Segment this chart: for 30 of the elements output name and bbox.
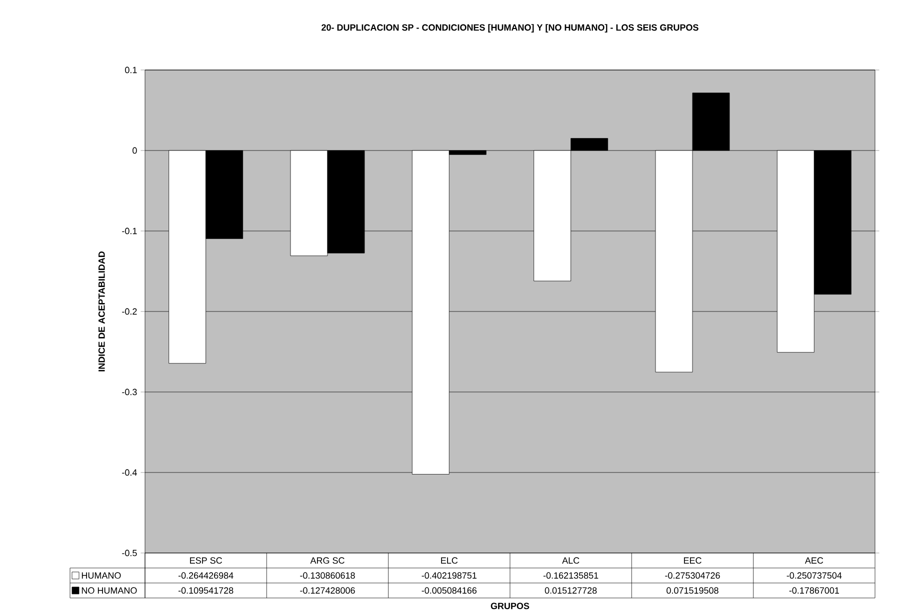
data-label: -0.275304726 <box>665 572 720 579</box>
legend-label: NO HUMANO <box>82 587 137 594</box>
data-label: 0.071519508 <box>666 587 718 594</box>
x-tick-label: ALC <box>562 557 580 564</box>
x-tick-label: ELC <box>441 557 458 564</box>
y-tick-label: 0 <box>132 147 137 154</box>
y-axis-title: INDICE DE ACEPTABILIDAD <box>98 251 105 372</box>
data-label: -0.130860618 <box>300 572 355 579</box>
data-label: -0.109541728 <box>178 587 234 594</box>
y-tick-label: -0.1 <box>122 228 137 234</box>
x-tick-label: ARG SC <box>310 557 344 564</box>
x-tick-label: EEC <box>684 557 702 564</box>
y-tick-label: 0.1 <box>125 66 137 74</box>
data-label: -0.127428006 <box>300 587 355 594</box>
y-tick-label: -0.4 <box>122 469 137 476</box>
x-axis-title: GRUPOS <box>490 602 530 610</box>
data-label: -0.17867001 <box>789 587 839 594</box>
chart-title: 20- DUPLICACION SP - CONDICIONES [HUMANO] Y [NO HUMANO] - LOS SEIS GRUPOS <box>322 24 698 32</box>
y-tick-label: -0.3 <box>122 388 137 396</box>
y-tick-label: -0.2 <box>122 308 137 315</box>
data-label: -0.264426984 <box>178 572 234 579</box>
x-tick-label: ESP SC <box>190 557 222 564</box>
legend-label: HUMANO <box>82 572 121 579</box>
y-tick-label: -0.5 <box>122 550 137 556</box>
data-label: -0.162135851 <box>543 572 598 579</box>
data-label: -0.250737504 <box>786 572 842 579</box>
data-label: 0.015127728 <box>544 587 597 594</box>
data-label: -0.005084166 <box>422 587 477 594</box>
x-tick-label: AEC <box>804 557 824 564</box>
data-label: -0.402198751 <box>422 572 476 579</box>
